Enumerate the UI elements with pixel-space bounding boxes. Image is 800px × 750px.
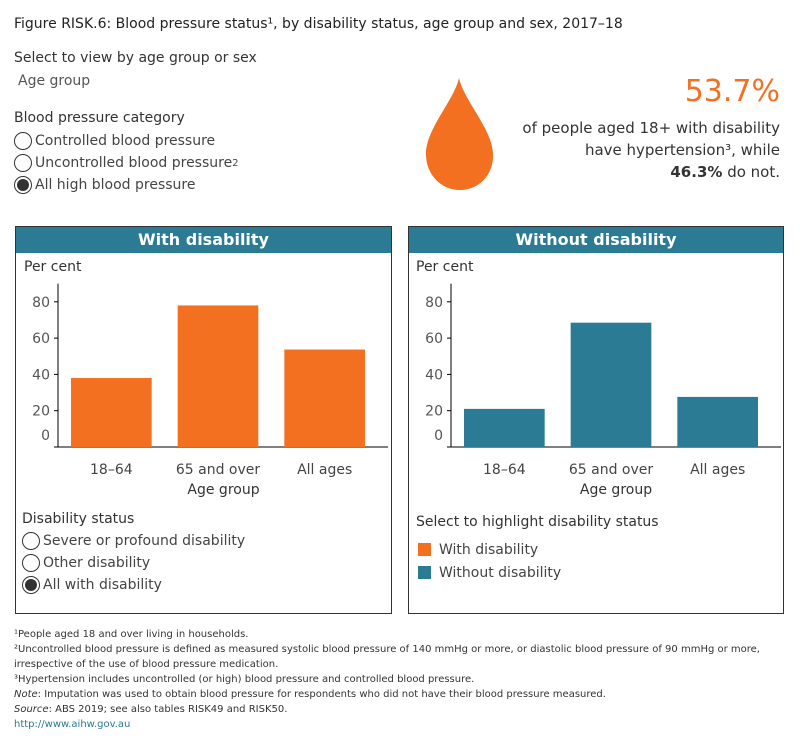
no-hypertension-percent: 46.3% — [670, 163, 723, 181]
disability-status-label: Disability status — [22, 511, 135, 527]
note-text: : Imputation was used to obtain blood pr… — [37, 689, 606, 700]
without-disability-panel: Without disability Per cent 0 20 40 60 80 18–… — [408, 226, 784, 614]
note-label: Note — [14, 689, 38, 700]
with-disability-bar-chart: 0 20 40 60 80 18–64 65 and over All ages — [32, 283, 388, 478]
with-disability-panel: With disability Per cent 0 20 40 60 80 18–64 6… — [15, 226, 392, 614]
y-tick-label: 0 — [434, 428, 443, 444]
y-axis-label: Per cent — [416, 259, 474, 275]
disability-option-other[interactable]: Other disability — [22, 552, 245, 574]
hypertension-percent: 53.7% — [684, 74, 780, 109]
y-tick-label: 0 — [41, 428, 50, 444]
panel-title: With disability — [16, 227, 391, 253]
x-tick-label: All ages — [690, 462, 745, 478]
y-tick-label: 60 — [32, 331, 50, 347]
radio-button-selected[interactable] — [14, 176, 32, 194]
bp-category-label: Blood pressure category — [14, 110, 185, 126]
legend-swatch — [418, 566, 431, 579]
radio-button[interactable] — [14, 132, 32, 150]
footnote-2: ²Uncontrolled blood pressure is defined … — [14, 644, 760, 670]
view-selector-dropdown[interactable]: Age group — [18, 73, 91, 89]
highlight-legend-label: Select to highlight disability status — [416, 514, 659, 530]
bp-option-controlled[interactable]: Controlled blood pressure — [14, 130, 238, 152]
radio-button[interactable] — [22, 532, 40, 550]
legend-swatch — [418, 543, 431, 556]
without-disability-bar-chart: 0 20 40 60 80 18–64 65 and over All ages — [425, 283, 781, 478]
y-tick-label: 60 — [425, 331, 443, 347]
disability-option-all[interactable]: All with disability — [22, 574, 245, 596]
aihw-link[interactable]: http://www.aihw.gov.au — [14, 719, 131, 730]
note: Note: Imputation was used to obtain bloo… — [14, 687, 794, 702]
source: Source: ABS 2019; see also tables RISK49… — [14, 702, 794, 717]
legend-item-without-disability[interactable]: Without disability — [418, 561, 561, 584]
radio-button[interactable] — [22, 554, 40, 572]
panel-title: Without disability — [409, 227, 783, 253]
radio-button[interactable] — [14, 154, 32, 172]
legend-label: Without disability — [439, 564, 562, 581]
bar-all-ages — [284, 349, 365, 447]
footnote-3: ³Hypertension includes uncontrolled (or … — [14, 674, 475, 685]
view-selector-label: Select to view by age group or sex — [14, 50, 257, 66]
y-tick-label: 80 — [425, 295, 443, 311]
legend-item-with-disability[interactable]: With disability — [418, 538, 561, 561]
callout-line-1: of people aged 18+ with disability — [522, 119, 780, 137]
callout-line-3-text: do not. — [722, 163, 780, 181]
bar-all-ages — [677, 396, 758, 447]
option-label: All high blood pressure — [35, 177, 196, 193]
bp-category-radio-group: Controlled blood pressure Uncontrolled b… — [14, 130, 238, 196]
callout-line-3: 46.3% do not. — [522, 161, 780, 183]
y-tick-label: 40 — [32, 367, 50, 383]
callout-line-2: have hypertension³, while — [584, 141, 780, 159]
option-label: Controlled blood pressure — [35, 133, 216, 149]
x-axis-label: Age group — [187, 482, 260, 498]
x-tick-label: 18–64 — [90, 462, 133, 478]
source-text: : ABS 2019; see also tables RISK49 and R… — [48, 704, 288, 715]
blood-drop-icon — [425, 78, 494, 190]
figure-title: Figure RISK.6: Blood pressure status¹, b… — [14, 16, 623, 32]
x-tick-label: 65 and over — [569, 462, 654, 478]
footnote-marker: 2 — [232, 157, 239, 169]
y-tick-label: 20 — [32, 404, 50, 420]
option-label: Uncontrolled blood pressure — [35, 155, 233, 171]
x-tick-label: All ages — [297, 462, 352, 478]
disability-status-radio-group: Severe or profound disability Other disa… — [22, 530, 245, 596]
highlight-legend: With disability Without disability — [418, 538, 561, 584]
bar-65-and-over — [570, 322, 652, 447]
radio-button-selected[interactable] — [22, 576, 40, 594]
bp-option-all-high[interactable]: All high blood pressure — [14, 174, 238, 196]
y-tick-label: 20 — [425, 404, 443, 420]
x-tick-label: 65 and over — [176, 462, 261, 478]
y-axis-label: Per cent — [24, 259, 82, 275]
x-axis-label: Age group — [579, 482, 653, 498]
option-label: Severe or profound disability — [43, 533, 246, 549]
footnote-1: ¹People aged 18 and over living in house… — [14, 629, 249, 640]
x-tick-label: 18–64 — [483, 462, 526, 478]
legend-label: With disability — [439, 541, 539, 558]
bar-18-64 — [71, 378, 152, 447]
bar-65-and-over — [177, 305, 259, 447]
option-label: All with disability — [43, 577, 162, 593]
option-label: Other disability — [43, 555, 151, 571]
source-label: Source — [14, 704, 49, 715]
bar-18-64 — [464, 408, 545, 447]
y-tick-label: 40 — [425, 367, 443, 383]
bp-option-uncontrolled[interactable]: Uncontrolled blood pressure 2 — [14, 152, 238, 174]
y-tick-label: 80 — [32, 295, 50, 311]
disability-option-severe[interactable]: Severe or profound disability — [22, 530, 245, 552]
footnotes: ¹People aged 18 and over living in house… — [14, 627, 794, 732]
